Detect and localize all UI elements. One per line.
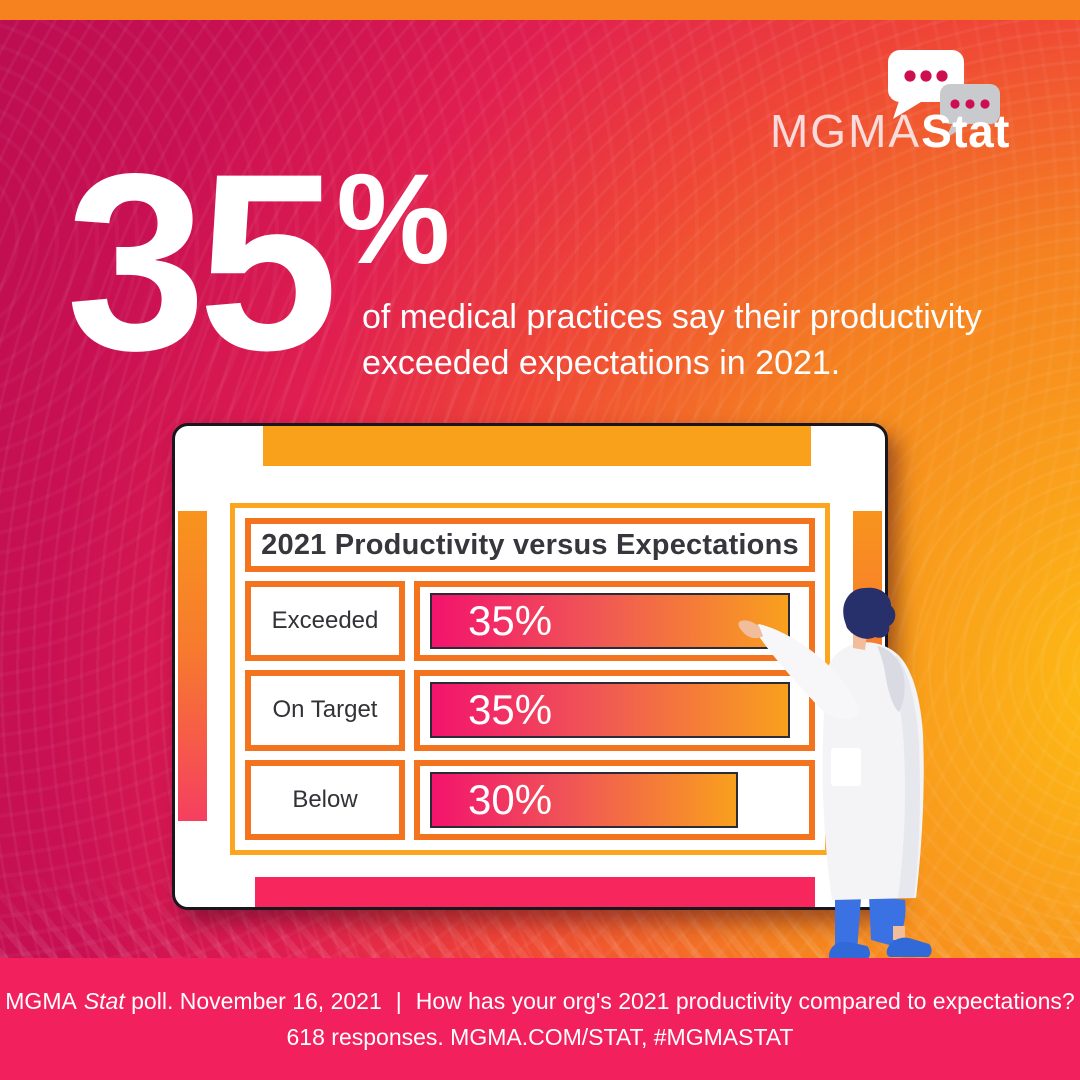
top-accent-strip xyxy=(0,0,1080,20)
bar-row-label-exceeded: Exceeded xyxy=(245,581,405,662)
bar-cell-on-target: 35% xyxy=(414,670,815,751)
headline-description-line1: of medical practices say their productiv… xyxy=(362,298,982,336)
board-left-band xyxy=(178,511,207,821)
speech-bubbles-icon xyxy=(888,50,1000,138)
chart-frame: 2021 Productivity versus Expectations Ex… xyxy=(230,503,830,855)
footer-divider: | xyxy=(395,987,402,1014)
footer-brand: MGMA xyxy=(5,987,77,1014)
doctor-pointing-illustration xyxy=(738,587,932,959)
bar-below: 30% xyxy=(430,771,739,828)
percent-sign: % xyxy=(336,148,451,291)
footer-poll-info: poll. November 16, 2021 xyxy=(124,987,382,1014)
board-top-band xyxy=(263,426,811,466)
logo-text-stat: Stat xyxy=(921,105,1010,157)
chart-title: 2021 Productivity versus Expectations xyxy=(245,518,815,572)
logo-text-mgma: MGMA xyxy=(769,105,922,157)
bar-row-label-on-target: On Target xyxy=(245,670,405,751)
headline-description-line2: exceeded expectations in 2021. xyxy=(362,344,841,383)
bar-cell-exceeded: 35% xyxy=(414,581,815,662)
bar-on-target: 35% xyxy=(430,682,790,739)
bar-row-label-below: Below xyxy=(245,759,405,840)
footer-bar: MGMA Stat poll. November 16, 2021 | How has… xyxy=(0,958,1080,1080)
board-bottom-band xyxy=(255,877,815,907)
mgma-stat-logo: MGMAStat xyxy=(770,108,1010,154)
footer-question: How has your org's 2021 productivity com… xyxy=(415,987,1075,1014)
bar-cell-below: 30% xyxy=(414,759,815,840)
footer-line1: MGMA Stat poll. November 16, 2021 | How has… xyxy=(5,988,1074,1015)
presentation-board: 2021 Productivity versus Expectations Ex… xyxy=(172,423,888,910)
headline-number: 35 xyxy=(66,122,338,403)
bar-chart: 2021 Productivity versus Expectations Ex… xyxy=(245,518,815,840)
headline-description: of medical practices say their productiv… xyxy=(362,294,982,386)
footer-line2: 618 responses. MGMA.COM/STAT, #MGMASTAT xyxy=(286,1023,794,1050)
headline-statistic: 35 % xyxy=(66,122,451,403)
footer-brand-stat: Stat xyxy=(83,987,125,1014)
bar-exceeded: 35% xyxy=(430,593,790,650)
